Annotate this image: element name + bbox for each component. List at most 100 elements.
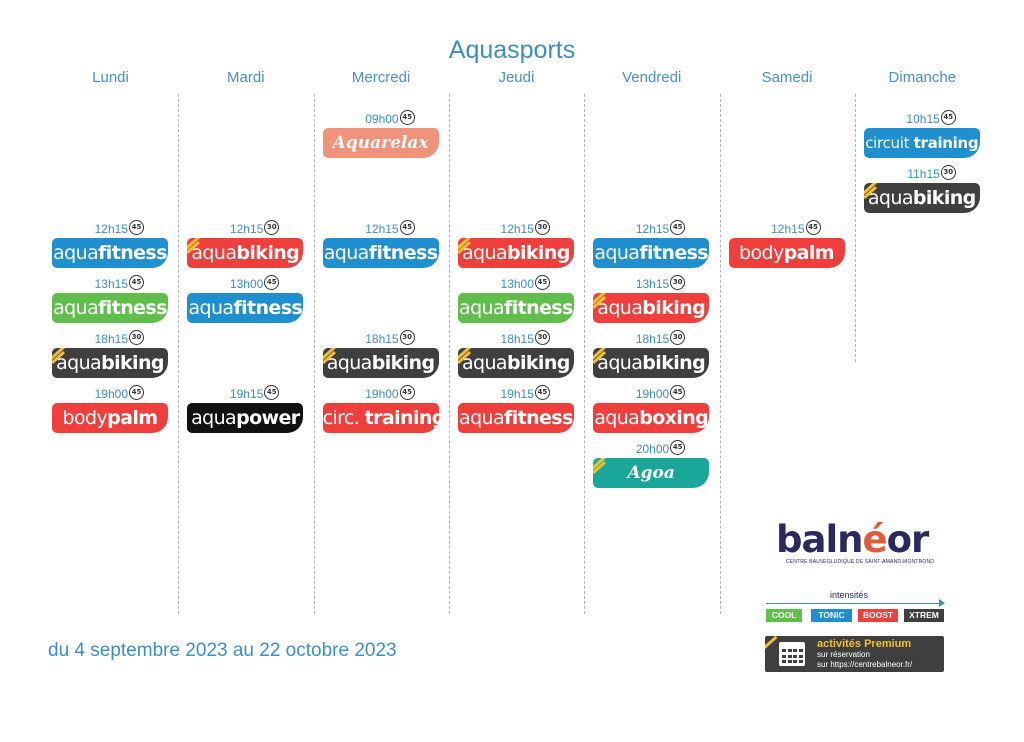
class-time: 19h00 xyxy=(365,387,399,401)
duration-badge: 45 xyxy=(264,275,280,290)
class-name-pill: aquafitness xyxy=(52,238,168,268)
class-name-main: training xyxy=(364,407,439,429)
class-name-pill: bodypalm xyxy=(52,403,168,433)
duration-badge: 30 xyxy=(129,330,144,345)
class-name-main: biking xyxy=(506,242,570,264)
intensity-arrow xyxy=(766,599,945,607)
class-name-pill: aquaboxing xyxy=(593,403,710,433)
duration-badge: 45 xyxy=(129,220,144,235)
class-name-main: fitness xyxy=(639,242,709,264)
duration-badge: 30 xyxy=(940,165,956,180)
day-header-mardi: Mardi xyxy=(227,69,265,86)
class-slot: 19h00 45 bodypalm xyxy=(52,385,170,435)
class-time: 12h15 xyxy=(635,222,670,236)
class-name-main: palm xyxy=(783,242,835,264)
class-name-main: biking xyxy=(236,242,300,264)
class-slot: 12h15 30 aquabiking xyxy=(457,220,576,270)
class-slot: 12h15 30 aquabiking xyxy=(187,220,305,270)
class-time: 18h15 xyxy=(94,332,128,346)
class-name-main: biking xyxy=(642,297,706,319)
class-name-pill: aquabiking xyxy=(187,238,304,268)
class-time: 09h00 xyxy=(365,112,399,126)
class-time: 12h15 xyxy=(94,222,128,236)
class-slot: 19h15 45 aquafitness xyxy=(457,385,576,435)
class-name-pill: aquabiking xyxy=(593,293,710,323)
class-name-pill: Agoa xyxy=(593,458,710,488)
balneor-logo: balnéor xyxy=(776,518,929,561)
logo-text-b: é xyxy=(862,518,887,561)
column-separator xyxy=(855,94,856,362)
class-name-main: Aquarelax xyxy=(332,133,429,153)
class-time: 12h15 xyxy=(500,222,534,236)
class-slot: 20h00 45 Agoa xyxy=(593,440,711,490)
class-name-prefix: aqua xyxy=(594,242,640,264)
duration-badge: 45 xyxy=(670,440,686,455)
duration-badge: 45 xyxy=(534,385,550,400)
duration-badge: 30 xyxy=(670,275,686,290)
class-time: 19h15 xyxy=(229,387,264,401)
class-name-main: biking xyxy=(506,352,570,374)
class-time: 11h15 xyxy=(907,167,940,181)
class-name-pill: aquabiking xyxy=(457,348,574,378)
class-name-main: fitness xyxy=(98,242,167,264)
class-name-main: Agoa xyxy=(627,463,675,483)
class-name-main: power xyxy=(236,407,300,429)
calendar-icon xyxy=(779,642,805,666)
day-header-jeudi: Jeudi xyxy=(498,69,535,86)
class-name-pill: circuit training xyxy=(863,128,980,158)
class-name-prefix: circ. xyxy=(322,407,365,429)
class-name-pill: circ. training xyxy=(322,403,439,433)
class-time: 19h00 xyxy=(635,387,670,401)
class-name-prefix: aqua xyxy=(867,187,914,209)
class-name-prefix: aqua xyxy=(323,242,370,264)
intensity-tonic: TONIC xyxy=(811,609,852,622)
class-slot: 19h00 45 circ. training xyxy=(322,385,441,435)
day-header-dimanche: Dimanche xyxy=(888,69,957,86)
duration-badge: 45 xyxy=(534,275,550,290)
class-time: 19h15 xyxy=(500,387,534,401)
class-name-prefix: aqua xyxy=(594,407,640,429)
date-range: du 4 septembre 2023 au 22 octobre 2023 xyxy=(48,640,397,661)
class-time: 18h15 xyxy=(365,332,399,346)
duration-badge: 45 xyxy=(399,110,415,125)
duration-badge: 30 xyxy=(534,220,550,235)
premium-title: activités Premium xyxy=(817,638,912,650)
class-name-prefix: circuit xyxy=(865,134,914,152)
class-time: 12h15 xyxy=(229,222,264,236)
class-time: 20h00 xyxy=(635,442,670,456)
class-name-prefix: aqua xyxy=(53,242,99,264)
class-name-main: fitness xyxy=(98,297,167,319)
duration-badge: 30 xyxy=(264,220,280,235)
class-time: 13h15 xyxy=(94,277,128,291)
premium-stripe xyxy=(765,636,778,652)
class-time: 18h15 xyxy=(635,332,670,346)
class-name-prefix: aqua xyxy=(597,297,643,319)
duration-badge: 30 xyxy=(670,330,686,345)
class-name-main: biking xyxy=(371,352,435,374)
class-slot: 12h15 45 aquafitness xyxy=(52,220,170,270)
class-name-main: palm xyxy=(107,407,158,429)
column-separator xyxy=(720,94,721,614)
class-name-pill: Aquarelax xyxy=(322,128,439,158)
duration-badge: 45 xyxy=(129,275,144,290)
duration-badge: 45 xyxy=(805,220,821,235)
class-name-main: fitness xyxy=(233,297,303,319)
class-time: 13h00 xyxy=(229,277,264,291)
class-slot: 19h15 45 aquapower xyxy=(187,385,305,435)
class-time: 18h15 xyxy=(500,332,534,346)
class-slot: 18h15 30 aquabiking xyxy=(457,330,576,380)
duration-badge: 45 xyxy=(264,385,280,400)
column-separator xyxy=(178,94,179,614)
class-slot: 12h15 45 aquafitness xyxy=(322,220,441,270)
class-name-prefix: body xyxy=(739,242,784,264)
class-name-pill: bodypalm xyxy=(728,238,845,268)
premium-line2: sur https://centrebalneor.fr/ xyxy=(817,660,913,669)
day-header-vendredi: Vendredi xyxy=(622,69,682,86)
intensity-xtrem: XTREM xyxy=(904,609,944,622)
class-name-prefix: aqua xyxy=(56,352,102,374)
intensity-cool: COOL xyxy=(766,609,802,622)
class-name-prefix: aqua xyxy=(597,352,643,374)
class-slot: 12h15 45 bodypalm xyxy=(728,220,847,270)
class-name-pill: aquabiking xyxy=(52,348,168,378)
class-slot: 13h15 45 aquafitness xyxy=(52,275,170,325)
